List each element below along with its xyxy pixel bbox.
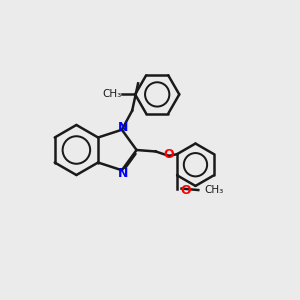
Text: CH₃: CH₃ xyxy=(204,185,224,195)
Text: N: N xyxy=(118,167,128,180)
Text: O: O xyxy=(164,148,174,161)
Text: O: O xyxy=(181,184,191,196)
Text: N: N xyxy=(118,121,128,134)
Text: CH₃: CH₃ xyxy=(102,89,122,99)
